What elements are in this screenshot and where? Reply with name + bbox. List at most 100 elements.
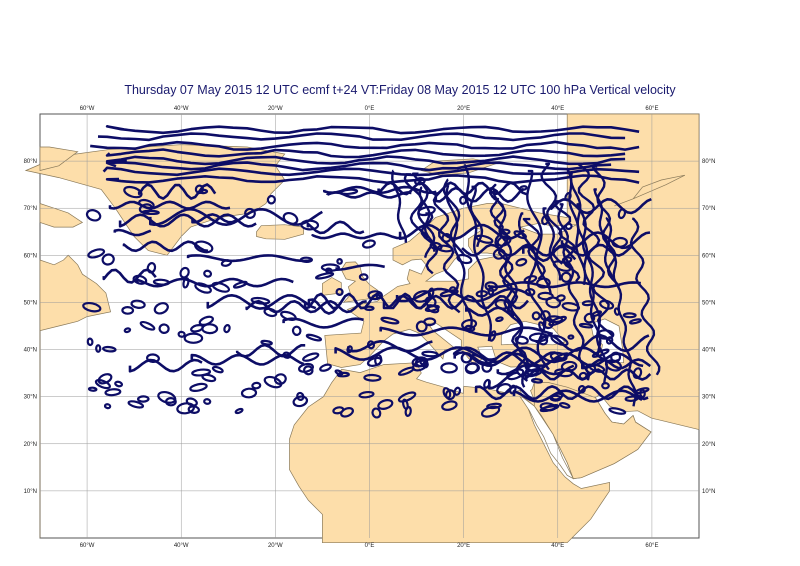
contour-cell bbox=[509, 384, 517, 395]
contour-cell bbox=[613, 307, 621, 316]
contour-cell bbox=[86, 337, 94, 347]
contour-cell bbox=[87, 386, 98, 392]
contour-cell bbox=[152, 278, 171, 286]
lat-tick-label-left: 30°N bbox=[24, 395, 37, 401]
contour-cell bbox=[191, 368, 212, 377]
contour-cell bbox=[303, 365, 314, 376]
contour-cell bbox=[335, 287, 344, 297]
contour-line bbox=[420, 212, 439, 275]
contour-cell bbox=[608, 407, 627, 415]
contour-cell bbox=[203, 398, 212, 405]
contour-cell bbox=[320, 263, 340, 272]
contour-cell bbox=[524, 367, 544, 378]
contour-cell bbox=[561, 256, 573, 264]
contour-line bbox=[418, 186, 436, 252]
contour-line bbox=[593, 188, 614, 278]
contour-cell bbox=[198, 188, 209, 195]
contour-cell bbox=[291, 325, 302, 336]
contour-cell bbox=[251, 381, 262, 390]
contour-line bbox=[105, 125, 640, 135]
lat-tick-label-left: 70°N bbox=[24, 206, 37, 212]
contour-cell bbox=[464, 324, 476, 332]
contour-line bbox=[191, 213, 238, 224]
lon-tick-label-bottom: 0°E bbox=[365, 543, 375, 549]
lat-tick-label-left: 10°N bbox=[24, 489, 37, 495]
contour-cell bbox=[515, 258, 528, 267]
contour-cell bbox=[361, 239, 376, 249]
contour-cell bbox=[340, 407, 354, 418]
contour-cell bbox=[523, 275, 538, 284]
contour-cell bbox=[292, 395, 309, 408]
contour-cell bbox=[240, 387, 258, 399]
lon-tick-label-bottom: 60°E bbox=[645, 543, 658, 549]
novaya-zemlya bbox=[614, 174, 686, 207]
contour-cell bbox=[481, 361, 493, 373]
contour-cell bbox=[123, 185, 143, 199]
contour-cell bbox=[470, 353, 488, 364]
contour-cell bbox=[560, 271, 572, 283]
contour-line bbox=[452, 346, 619, 364]
contour-cell bbox=[182, 277, 190, 289]
contour-cell bbox=[201, 323, 219, 335]
lat-tick-label-left: 60°N bbox=[24, 253, 37, 259]
contour-cell bbox=[554, 368, 574, 378]
contour-line bbox=[303, 292, 427, 310]
contour-cell bbox=[567, 334, 575, 340]
lon-tick-label-top: 40°E bbox=[551, 106, 564, 112]
contour-cell bbox=[442, 387, 452, 399]
contour-cell bbox=[564, 192, 572, 202]
lon-tick-label-bottom: 60°W bbox=[80, 543, 95, 549]
contour-line bbox=[102, 268, 157, 284]
contour-cell bbox=[263, 307, 278, 318]
contour-line bbox=[118, 213, 257, 228]
contour-cell bbox=[300, 219, 320, 231]
contour-cell bbox=[628, 318, 642, 325]
contour-line bbox=[461, 243, 632, 257]
contour-cell bbox=[531, 311, 541, 321]
contour-cell bbox=[484, 281, 499, 292]
vertical-velocity-contours bbox=[82, 125, 661, 419]
contour-cell bbox=[94, 379, 111, 390]
contour-cell bbox=[617, 208, 627, 220]
contour-cell bbox=[176, 402, 195, 415]
contour-cell bbox=[138, 203, 153, 214]
contour-cell bbox=[440, 362, 458, 374]
lat-tick-label-right: 80°N bbox=[702, 159, 715, 165]
contour-cell bbox=[104, 388, 122, 397]
lat-tick-label-left: 20°N bbox=[24, 442, 37, 448]
contour-cell bbox=[610, 351, 622, 363]
contour-line bbox=[206, 294, 317, 310]
contour-cell bbox=[461, 318, 478, 330]
contour-cell bbox=[250, 296, 271, 305]
lat-tick-label-right: 30°N bbox=[702, 395, 715, 401]
contour-line bbox=[122, 240, 209, 253]
contour-line bbox=[526, 169, 552, 296]
lon-tick-label-top: 40°W bbox=[174, 106, 189, 112]
contour-cell bbox=[302, 352, 320, 362]
contour-cell bbox=[153, 302, 169, 315]
contour-cell bbox=[411, 356, 428, 368]
contour-cell bbox=[127, 400, 145, 409]
contour-line bbox=[522, 217, 546, 280]
contour-cell bbox=[639, 388, 646, 399]
contour-cell bbox=[632, 367, 643, 379]
contour-line bbox=[105, 155, 626, 166]
contour-line bbox=[113, 228, 152, 237]
contour-cell bbox=[339, 188, 359, 196]
contour-cell bbox=[561, 302, 581, 312]
contour-cell bbox=[158, 323, 170, 335]
contour-cell bbox=[201, 373, 217, 383]
contour-cell bbox=[179, 266, 190, 279]
contour-cell bbox=[101, 253, 115, 266]
contour-cell bbox=[363, 373, 382, 382]
red-sea bbox=[519, 396, 575, 480]
lat-tick-label-right: 70°N bbox=[702, 206, 715, 212]
contour-cell bbox=[427, 287, 435, 299]
contour-cell bbox=[232, 280, 248, 289]
contour-cell bbox=[519, 185, 528, 191]
contour-line bbox=[105, 161, 612, 172]
contour-cell bbox=[130, 299, 146, 309]
contour-line bbox=[391, 169, 407, 243]
contour-cell bbox=[489, 330, 497, 342]
contour-cell bbox=[494, 299, 511, 310]
